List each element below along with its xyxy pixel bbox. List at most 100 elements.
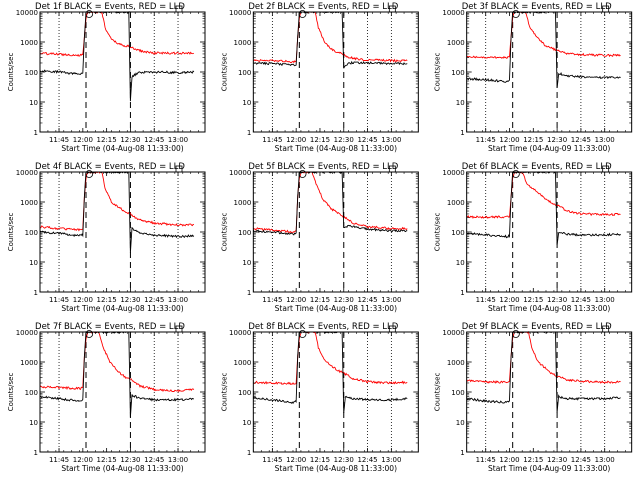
x-tick-label: 11:45 <box>476 456 496 464</box>
x-axis-label: Start Time (04-Aug-08 11:33:00) <box>275 464 397 473</box>
x-tick-label: 13:00 <box>381 296 401 304</box>
x-tick-label: 12:30 <box>120 136 140 144</box>
x-tick-label: 13:00 <box>595 456 615 464</box>
series-line-black <box>39 331 195 418</box>
x-tick-label: 12:45 <box>144 136 164 144</box>
y-axis-label: Counts/sec <box>7 373 15 412</box>
y-tick-label: 10000 <box>229 329 251 337</box>
chart-title: Det 2f BLACK = Events, RED = LLD <box>248 2 398 12</box>
x-tick-label: 12:00 <box>73 456 93 464</box>
x-tick-label: 12:15 <box>310 456 330 464</box>
x-tick-label: 12:00 <box>499 296 519 304</box>
y-tick-label: 1000 <box>447 39 465 47</box>
y-axis-label: Counts/sec <box>7 53 15 92</box>
x-tick-label: 12:15 <box>523 296 543 304</box>
x-tick-label: 12:45 <box>357 456 377 464</box>
y-tick-label: 100 <box>25 69 38 77</box>
x-tick-label: 11:45 <box>262 136 282 144</box>
series-line-black <box>466 171 621 245</box>
y-tick-label: 10 <box>456 419 465 427</box>
y-tick-label: 10000 <box>442 9 464 17</box>
x-tick-label: 11:45 <box>49 296 69 304</box>
x-tick-label: 12:30 <box>120 296 140 304</box>
y-tick-label: 100 <box>25 389 38 397</box>
x-tick-label: 12:15 <box>97 136 117 144</box>
y-tick-label: 1000 <box>447 359 465 367</box>
y-tick-label: 1000 <box>447 199 465 207</box>
chart-title: Det 8f BLACK = Events, RED = LLD <box>248 322 398 332</box>
peak-marker <box>298 10 307 18</box>
x-tick-label: 12:45 <box>357 296 377 304</box>
x-axis-label: Start Time (04-Aug-08 11:33:00) <box>61 304 183 313</box>
chart-title: Det 7f BLACK = Events, RED = LLD <box>35 322 185 332</box>
series-line-black <box>466 11 621 88</box>
y-tick-label: 100 <box>451 389 464 397</box>
chart-panel: Det 9f BLACK = Events, RED = LLD 1 10 100 10… <box>434 322 633 473</box>
x-tick-label: 12:15 <box>97 456 117 464</box>
x-axis-label: Start Time (04-Aug-09 11:33:00) <box>488 144 610 153</box>
series-line-red <box>466 11 621 60</box>
y-tick-label: 1000 <box>234 39 252 47</box>
x-tick-label: 13:00 <box>595 136 615 144</box>
chart-panel: Det 2f BLACK = Events, RED = LLD 1 10 100 10… <box>220 2 419 153</box>
x-tick-label: 12:30 <box>334 456 354 464</box>
x-tick-label: 12:15 <box>97 296 117 304</box>
x-tick-label: 12:00 <box>499 456 519 464</box>
y-axis-label: Counts/sec <box>220 373 228 412</box>
y-tick-label: 1 <box>460 449 464 457</box>
y-tick-label: 10 <box>29 419 38 427</box>
x-tick-label: 12:00 <box>499 136 519 144</box>
y-tick-label: 10000 <box>229 9 251 17</box>
y-tick-label: 1000 <box>20 199 38 207</box>
x-tick-label: 12:30 <box>334 136 354 144</box>
y-tick-label: 1 <box>247 449 251 457</box>
y-tick-label: 1000 <box>234 359 252 367</box>
peak-marker <box>298 330 307 338</box>
y-tick-label: 10 <box>456 259 465 267</box>
y-tick-label: 1 <box>34 129 38 137</box>
series-line-black <box>466 331 621 413</box>
x-tick-label: 11:45 <box>49 136 69 144</box>
y-tick-label: 10000 <box>442 329 464 337</box>
x-tick-label: 11:45 <box>262 456 282 464</box>
series-line-black <box>252 171 408 236</box>
series-line-red <box>466 171 621 219</box>
x-axis-label: Start Time (04-Aug-08 11:33:00) <box>275 304 397 313</box>
x-tick-label: 12:00 <box>286 136 306 144</box>
x-tick-label: 12:15 <box>523 456 543 464</box>
x-tick-label: 12:45 <box>571 296 591 304</box>
series-line-red <box>39 331 195 393</box>
x-axis-label: Start Time (04-Aug-09 11:33:00) <box>488 464 610 473</box>
y-tick-label: 10000 <box>16 169 38 177</box>
chart-title: Det 9f BLACK = Events, RED = LLD <box>462 322 612 332</box>
x-axis-label: Start Time (04-Aug-08 11:33:00) <box>61 464 183 473</box>
y-axis-label: Counts/sec <box>434 213 442 252</box>
x-tick-label: 13:00 <box>168 136 188 144</box>
chart-panel: Det 5f BLACK = Events, RED = LLD 1 10 100 10… <box>220 162 419 313</box>
x-tick-label: 12:15 <box>310 136 330 144</box>
series-line-black <box>39 171 195 253</box>
y-tick-label: 10000 <box>16 9 38 17</box>
x-axis-label: Start Time (04-Aug-08 11:33:00) <box>275 144 397 153</box>
x-axis-label: Start Time (04-Aug-08 11:33:00) <box>61 144 183 153</box>
x-axis-label: Start Time (04-Aug-08 11:33:00) <box>488 304 610 313</box>
y-tick-label: 10000 <box>442 169 464 177</box>
y-tick-label: 1 <box>460 289 464 297</box>
series-line-red <box>252 171 408 234</box>
x-tick-label: 12:45 <box>144 296 164 304</box>
x-tick-label: 12:30 <box>547 456 567 464</box>
peak-marker <box>85 10 94 18</box>
peak-marker <box>298 170 307 178</box>
y-tick-label: 100 <box>25 229 38 237</box>
x-tick-label: 12:30 <box>120 456 140 464</box>
x-tick-label: 13:00 <box>381 136 401 144</box>
x-tick-label: 12:30 <box>547 136 567 144</box>
y-tick-label: 1 <box>34 289 38 297</box>
y-tick-label: 10 <box>29 99 38 107</box>
y-tick-label: 10000 <box>16 329 38 337</box>
chart-title: Det 5f BLACK = Events, RED = LLD <box>248 162 398 172</box>
y-axis-label: Counts/sec <box>7 213 15 252</box>
plot-frame <box>466 11 633 133</box>
peak-marker <box>511 330 520 338</box>
